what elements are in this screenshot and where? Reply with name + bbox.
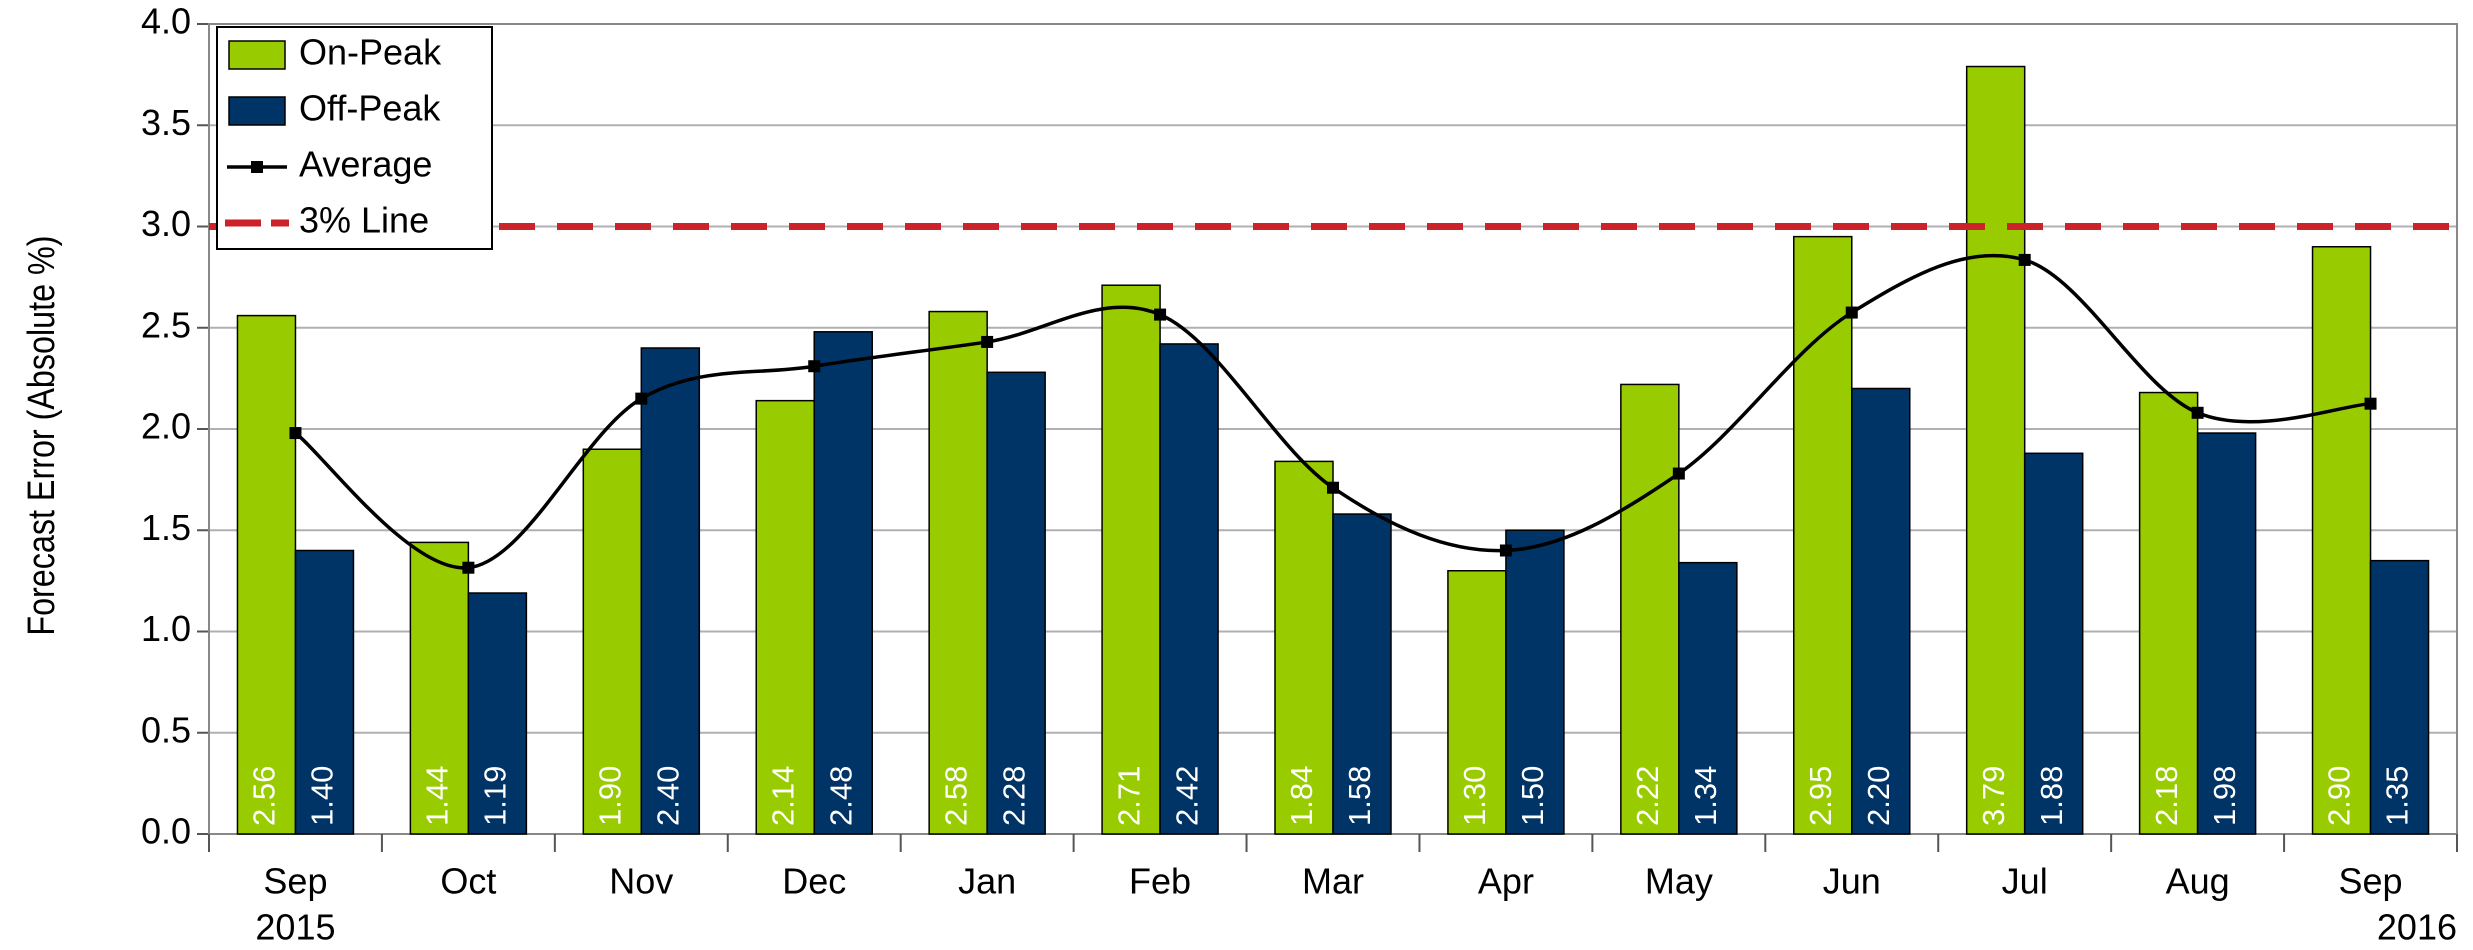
x-tick-label: Jul	[2002, 861, 2048, 902]
value-label: 2.18	[2149, 766, 2184, 826]
value-label: 1.34	[1688, 766, 1723, 826]
y-tick-label: 4.0	[141, 1, 191, 42]
bar	[1793, 235, 1853, 835]
average-marker	[2018, 253, 2031, 266]
bar	[1851, 387, 1911, 835]
value-label: 2.20	[1861, 766, 1896, 826]
x-tick-label: Nov	[609, 861, 673, 902]
x-tick-label: Mar	[1302, 861, 1364, 902]
bar	[755, 399, 815, 835]
y-tick-label: 2.5	[141, 304, 191, 345]
legend-swatch	[228, 40, 286, 70]
value-label: 2.95	[1803, 766, 1838, 826]
average-marker	[635, 392, 648, 405]
y-tick-label: 1.0	[141, 608, 191, 649]
legend-swatch	[251, 161, 263, 173]
bar	[294, 549, 355, 835]
year-label: 2016	[2377, 907, 2457, 948]
bar	[1678, 561, 1738, 835]
x-tick-label: Aug	[2166, 861, 2230, 902]
legend-label: Off-Peak	[299, 88, 441, 129]
legend-swatch	[228, 96, 286, 126]
bar	[1274, 460, 1334, 835]
average-marker	[1154, 308, 1167, 321]
bar	[1159, 343, 1219, 835]
bar	[2138, 391, 2199, 835]
average-marker	[1672, 467, 1685, 480]
average-marker	[1499, 544, 1512, 557]
y-tick-label: 3.5	[141, 102, 191, 143]
y-tick-label: 0.5	[141, 709, 191, 750]
value-label: 1.35	[2380, 766, 2415, 826]
value-label: 2.90	[2322, 766, 2357, 826]
value-label: 1.98	[2207, 766, 2242, 826]
legend-label: 3% Line	[299, 200, 429, 241]
value-label: 1.50	[1515, 766, 1550, 826]
value-label: 1.88	[2034, 766, 2069, 826]
bar	[2311, 246, 2372, 835]
value-label: 1.19	[478, 766, 513, 826]
legend-label: Average	[299, 144, 432, 185]
y-tick-label: 2.0	[141, 406, 191, 447]
x-tick-label: Oct	[440, 861, 496, 902]
value-label: 1.40	[305, 766, 340, 826]
value-label: 1.84	[1284, 766, 1319, 826]
value-label: 1.90	[592, 766, 627, 826]
y-tick-label: 1.5	[141, 507, 191, 548]
legend-label: On-Peak	[299, 32, 442, 73]
y-tick-label: 0.0	[141, 811, 191, 852]
y-axis-title: Forecast Error (Absolute %)	[21, 236, 63, 636]
value-label: 2.58	[938, 766, 973, 826]
x-tick-label: Jun	[1823, 861, 1881, 902]
average-marker	[462, 561, 475, 574]
average-marker	[2191, 406, 2204, 419]
value-label: 1.58	[1342, 766, 1377, 826]
value-label: 2.42	[1169, 766, 1204, 826]
bar	[986, 371, 1046, 835]
value-label: 2.14	[765, 766, 800, 826]
value-label: 2.22	[1630, 766, 1665, 826]
average-marker	[289, 427, 302, 440]
value-label: 2.28	[996, 766, 1031, 826]
bar	[928, 310, 988, 835]
average-marker	[1845, 306, 1858, 319]
bar	[1101, 284, 1161, 835]
bar	[1965, 65, 2026, 835]
bar	[236, 314, 297, 835]
average-marker	[2364, 397, 2377, 410]
bar	[409, 541, 470, 835]
value-label: 2.40	[650, 766, 685, 826]
average-marker	[1327, 481, 1339, 494]
x-tick-label: Sep	[263, 861, 327, 902]
year-label: 2015	[255, 907, 335, 948]
bar	[1505, 529, 1565, 835]
value-label: 2.56	[247, 766, 282, 826]
value-label: 1.44	[420, 766, 455, 826]
x-tick-label: Sep	[2339, 861, 2403, 902]
value-label: 3.79	[1976, 766, 2011, 826]
x-tick-label: Feb	[1129, 861, 1191, 902]
value-label: 2.71	[1111, 766, 1146, 826]
x-tick-label: Dec	[782, 861, 846, 902]
bar	[1620, 383, 1680, 835]
bar	[2196, 432, 2257, 835]
bar	[813, 331, 873, 835]
bar	[2369, 559, 2430, 835]
x-tick-label: Jan	[958, 861, 1016, 902]
value-label: 1.30	[1457, 766, 1492, 826]
x-tick-label: Apr	[1478, 861, 1534, 902]
average-marker	[981, 335, 994, 348]
bar	[1332, 513, 1392, 835]
average-marker	[808, 360, 821, 373]
y-tick-label: 3.0	[141, 203, 191, 244]
x-tick-label: May	[1645, 861, 1713, 902]
bar	[2023, 452, 2084, 835]
bar	[1447, 570, 1507, 835]
bar	[640, 347, 701, 835]
bar	[467, 592, 528, 835]
value-label: 2.48	[823, 766, 858, 826]
